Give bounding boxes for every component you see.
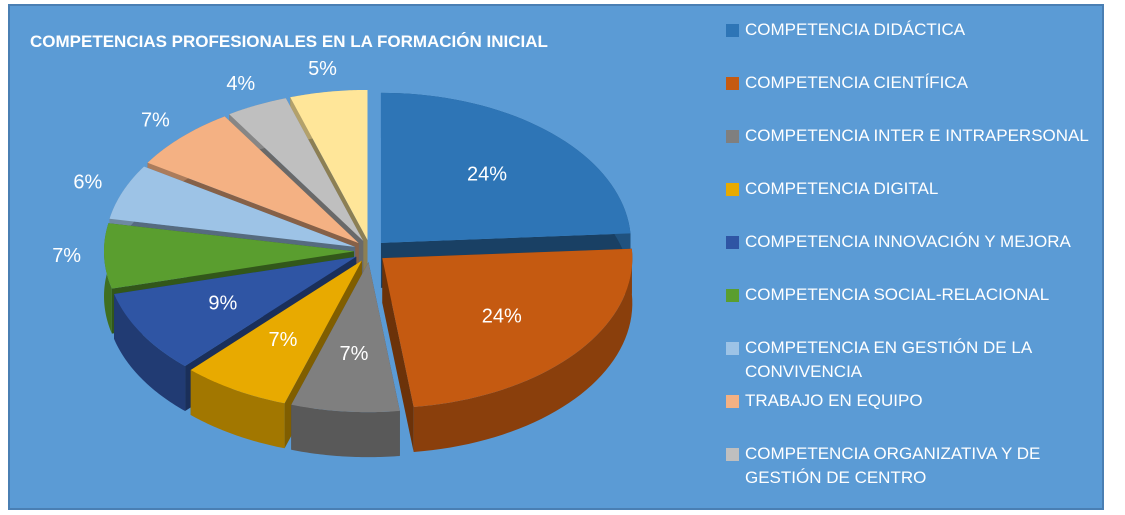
slice bbox=[382, 248, 633, 452]
legend-item: COMPETENCIA EN GESTIÓN DE LA CONVIVENCIA bbox=[726, 336, 1115, 384]
slice-top bbox=[114, 256, 357, 367]
chart-title: COMPETENCIAS PROFESIONALES EN LA FORMACI… bbox=[30, 32, 548, 51]
pie: 24% 24% 7% 7% 9% 7% 6% 7% 4% 5% bbox=[52, 58, 633, 458]
slice-side bbox=[413, 248, 633, 452]
value-label: 7% bbox=[52, 245, 81, 267]
legend-item: TRABAJO EN EQUIPO bbox=[726, 389, 1115, 413]
legend-swatch bbox=[726, 395, 739, 408]
legend-label: COMPETENCIA DIDÁCTICA bbox=[745, 20, 966, 39]
slice-top bbox=[382, 248, 633, 407]
legend-label: COMPETENCIA CIENTÍFICA bbox=[745, 73, 968, 92]
slice-top bbox=[190, 260, 362, 404]
legend-swatch bbox=[726, 342, 739, 355]
slice-side bbox=[291, 404, 400, 458]
slice-top bbox=[291, 262, 400, 413]
value-label: 5% bbox=[308, 58, 337, 80]
legend-item: COMPETENCIA INTER E INTRAPERSONAL bbox=[726, 124, 1115, 148]
legend-item: COMPETENCIA DIGITAL bbox=[726, 177, 1115, 201]
legend-item: COMPETENCIA DIDÁCTICA bbox=[726, 18, 1115, 42]
legend-label: COMPETENCIA ORGANIZATIVA Y DE GESTIÓN DE… bbox=[745, 444, 1041, 487]
slice-top bbox=[147, 116, 359, 244]
value-label: 4% bbox=[226, 73, 255, 95]
legend-swatch bbox=[726, 24, 739, 37]
legend-swatch bbox=[726, 236, 739, 249]
legend-swatch bbox=[726, 448, 739, 461]
legend-swatch bbox=[726, 77, 739, 90]
slice-side bbox=[114, 294, 186, 412]
legend-swatch bbox=[726, 183, 739, 196]
value-label: 6% bbox=[73, 172, 102, 194]
value-label: 7% bbox=[339, 343, 368, 365]
slice-side bbox=[190, 369, 285, 449]
slice-top bbox=[290, 89, 368, 240]
chart: 24% 24% 7% 7% 9% 7% 6% 7% 4% 5% COMPETENCIAS PROF… bbox=[8, 4, 1104, 510]
legend-swatch bbox=[726, 130, 739, 143]
slice-top bbox=[104, 223, 355, 289]
value-label: 24% bbox=[467, 163, 507, 185]
slice-wall bbox=[382, 258, 414, 452]
value-label: 9% bbox=[208, 292, 237, 314]
legend-label: COMPETENCIA INTER E INTRAPERSONAL bbox=[745, 126, 1089, 145]
slice-top bbox=[380, 92, 631, 243]
legend-item: COMPETENCIA SOCIAL-RELACIONAL bbox=[726, 283, 1115, 307]
legend-swatch bbox=[726, 289, 739, 302]
slice-top bbox=[229, 98, 364, 241]
legend-item: COMPETENCIA CIENTÍFICA bbox=[726, 71, 1115, 95]
legend-label: TRABAJO EN EQUIPO bbox=[745, 391, 923, 410]
legend-item: COMPETENCIA INNOVACIÓN Y MEJORA bbox=[726, 230, 1115, 254]
value-label: 7% bbox=[269, 329, 298, 351]
legend-label: COMPETENCIA SOCIAL-RELACIONAL bbox=[745, 285, 1050, 304]
slice bbox=[291, 262, 400, 458]
value-label: 7% bbox=[141, 109, 170, 131]
legend-label: COMPETENCIA INNOVACIÓN Y MEJORA bbox=[745, 232, 1071, 251]
value-label: 24% bbox=[482, 306, 522, 328]
slice-top bbox=[109, 166, 356, 247]
legend-label: COMPETENCIA DIGITAL bbox=[745, 179, 939, 198]
legend-item: COMPETENCIA ORGANIZATIVA Y DE GESTIÓN DE… bbox=[726, 442, 1115, 490]
legend-label: COMPETENCIA EN GESTIÓN DE LA CONVIVENCIA bbox=[745, 338, 1032, 381]
